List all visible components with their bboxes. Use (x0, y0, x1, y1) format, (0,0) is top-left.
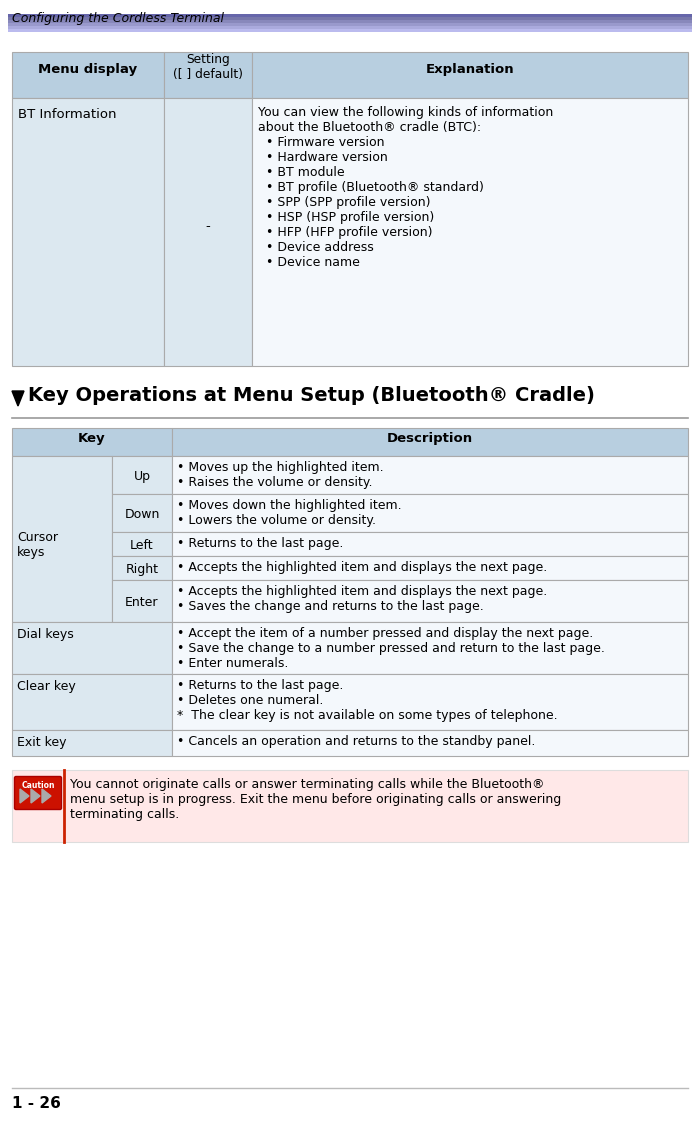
Text: Down: Down (125, 508, 160, 521)
Bar (8, 17, 692, 20)
Text: Key Operations at Menu Setup (Bluetooth® Cradle): Key Operations at Menu Setup (Bluetooth®… (28, 386, 595, 405)
Bar (12, 98, 164, 366)
Text: • Accepts the highlighted item and displays the next page.
• Saves the change an: • Accepts the highlighted item and displ… (177, 585, 547, 613)
Text: 1 - 26: 1 - 26 (12, 1095, 61, 1111)
Bar (112, 579, 172, 623)
Text: • Accepts the highlighted item and displays the next page.: • Accepts the highlighted item and displ… (177, 561, 547, 574)
Text: You cannot originate calls or answer terminating calls while the Bluetooth®
menu: You cannot originate calls or answer ter… (70, 778, 561, 821)
Bar (172, 532, 688, 556)
Bar (172, 674, 688, 730)
Text: Left: Left (130, 539, 154, 552)
Text: Configuring the Cordless Terminal: Configuring the Cordless Terminal (12, 12, 224, 25)
Bar (172, 428, 688, 456)
Bar (172, 556, 688, 579)
Text: You can view the following kinds of information
about the Bluetooth® cradle (BTC: You can view the following kinds of info… (258, 105, 553, 269)
Text: Clear key: Clear key (17, 680, 76, 693)
Text: Key: Key (78, 432, 106, 445)
Bar (172, 494, 688, 532)
Bar (8, 26, 692, 29)
Bar (112, 494, 172, 532)
Bar (252, 98, 688, 366)
Bar (172, 730, 688, 756)
Bar (12, 623, 172, 674)
Text: • Cancels an operation and returns to the standby panel.: • Cancels an operation and returns to th… (177, 735, 536, 748)
Text: Right: Right (125, 562, 158, 576)
Bar (12, 674, 172, 730)
Bar (112, 556, 172, 579)
Polygon shape (20, 789, 29, 803)
Bar (12, 52, 164, 98)
Text: Caution: Caution (21, 781, 55, 790)
Bar (12, 730, 172, 756)
Text: • Returns to the last page.: • Returns to the last page. (177, 538, 344, 550)
Bar (164, 98, 252, 366)
Text: • Returns to the last page.
• Deletes one numeral.
*  The clear key is not avail: • Returns to the last page. • Deletes on… (177, 679, 558, 722)
Polygon shape (31, 789, 40, 803)
Bar (8, 14, 692, 17)
Bar (12, 770, 688, 843)
Bar (12, 428, 172, 456)
Polygon shape (12, 391, 24, 406)
Text: -: - (206, 220, 211, 234)
Bar (8, 29, 692, 32)
Text: Cursor
keys: Cursor keys (17, 531, 58, 559)
Bar (8, 20, 692, 23)
Bar (252, 52, 688, 98)
Bar (172, 623, 688, 674)
Text: Menu display: Menu display (38, 64, 138, 76)
Text: Setting
([ ] default): Setting ([ ] default) (173, 53, 243, 81)
Text: • Accept the item of a number pressed and display the next page.
• Save the chan: • Accept the item of a number pressed an… (177, 627, 605, 670)
Bar (112, 532, 172, 556)
Text: Dial keys: Dial keys (17, 628, 73, 641)
Bar (172, 456, 688, 494)
Bar (172, 579, 688, 623)
Polygon shape (42, 789, 51, 803)
Bar (164, 52, 252, 98)
Bar (8, 23, 692, 26)
Text: Description: Description (387, 432, 473, 445)
Bar (12, 456, 112, 623)
Text: • Moves up the highlighted item.
• Raises the volume or density.: • Moves up the highlighted item. • Raise… (177, 462, 384, 489)
Text: BT Information: BT Information (18, 108, 116, 121)
Text: Explanation: Explanation (426, 64, 514, 76)
Text: Enter: Enter (125, 596, 159, 609)
Text: • Moves down the highlighted item.
• Lowers the volume or density.: • Moves down the highlighted item. • Low… (177, 499, 402, 527)
Text: Up: Up (134, 469, 150, 483)
Bar (112, 456, 172, 494)
FancyBboxPatch shape (15, 777, 62, 810)
Text: Exit key: Exit key (17, 736, 66, 748)
